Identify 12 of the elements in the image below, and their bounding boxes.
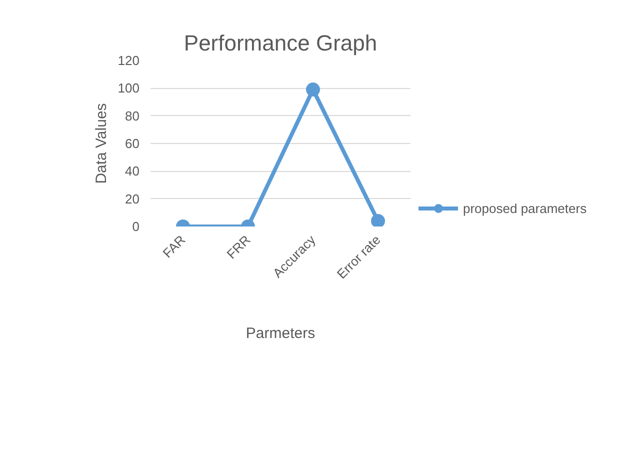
y-tick-label: 0 [132, 219, 140, 234]
legend-label: proposed parameters [463, 200, 587, 216]
y-tick-label: 80 [125, 108, 140, 124]
x-tick-label: FAR [160, 232, 188, 261]
chart-title: Performance Graph [184, 30, 378, 56]
y-tick-label: 100 [118, 80, 140, 96]
x-axis-title: Parmeters [246, 324, 316, 342]
y-tick-label: 60 [125, 136, 140, 151]
y-tick-label: 120 [118, 53, 140, 68]
y-tick-label: 20 [125, 191, 140, 206]
y-axis-title: Data Values [92, 103, 110, 184]
y-tick-label: 40 [125, 164, 140, 179]
